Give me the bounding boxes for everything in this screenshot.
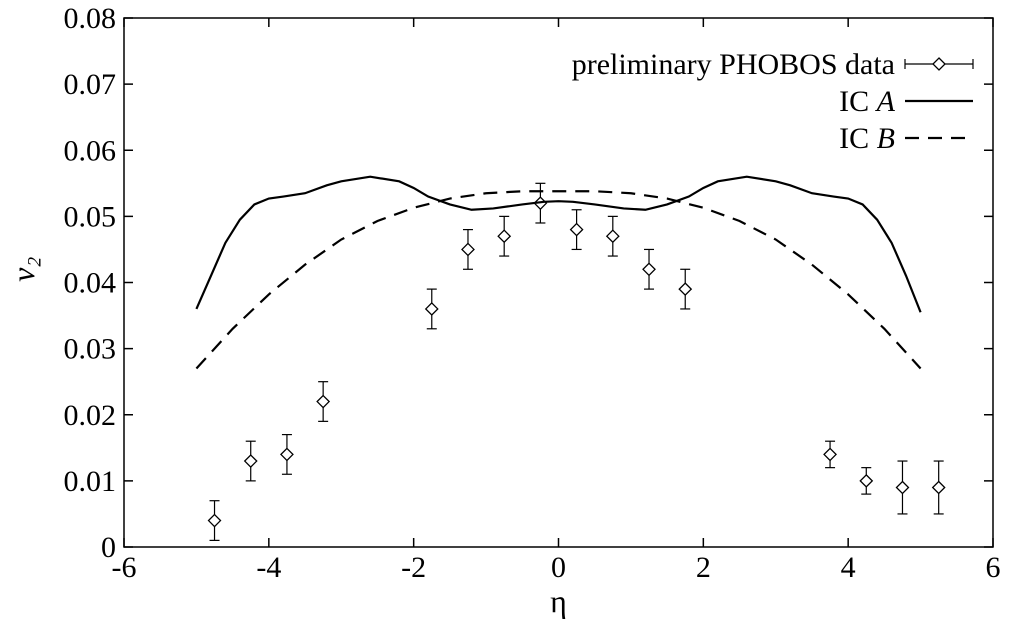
y-tick-label: 0 xyxy=(101,531,116,564)
y-tick-label: 0.07 xyxy=(64,68,117,101)
y-tick-label: 0.04 xyxy=(64,267,117,300)
data-point xyxy=(605,215,620,257)
data-point xyxy=(823,440,837,469)
legend-label: IC B xyxy=(839,122,895,155)
x-tick-label: 4 xyxy=(841,551,856,584)
legend-label: preliminary PHOBOS data xyxy=(572,48,895,81)
data-point xyxy=(859,467,874,495)
data-point xyxy=(424,288,439,330)
plot-area xyxy=(195,175,946,541)
x-tick-label: 2 xyxy=(696,551,711,584)
y-tick-label: 0.05 xyxy=(64,200,117,233)
y-tick-label: 0.02 xyxy=(64,399,117,432)
y-tick-label: 0.03 xyxy=(64,333,117,366)
ic-a-line xyxy=(195,175,922,313)
y-axis-label: v₂ xyxy=(5,257,41,282)
x-tick-label: 0 xyxy=(551,551,566,584)
data-point xyxy=(207,500,222,541)
data-point xyxy=(497,215,512,257)
data-point xyxy=(280,433,294,475)
data-point xyxy=(895,460,910,515)
y-tick-label: 0.06 xyxy=(64,134,117,167)
data-point xyxy=(678,268,693,310)
y-tick-label: 0.08 xyxy=(64,2,117,35)
legend-item: IC B xyxy=(839,122,973,155)
x-axis-label: η xyxy=(550,583,567,619)
axes: -6 -4 -2 0 2 4 6 0 0.01 0.02 0.03 0.04 0.05 0.06 0.07 0… xyxy=(5,2,1001,619)
legend: preliminary PHOBOS data IC A IC B xyxy=(572,48,974,155)
legend-item: IC A xyxy=(839,85,973,118)
data-point xyxy=(316,381,331,422)
x-tick-label: -4 xyxy=(256,551,281,584)
legend-item: preliminary PHOBOS data xyxy=(572,48,974,81)
data-point xyxy=(931,460,946,515)
data-point xyxy=(461,229,475,270)
legend-label: IC A xyxy=(839,85,896,118)
x-tick-label: -2 xyxy=(401,551,426,584)
x-tick-label: 6 xyxy=(986,551,1001,584)
ic-b-line xyxy=(195,190,922,370)
y-tick-label: 0.01 xyxy=(64,465,117,498)
data-point xyxy=(243,440,258,482)
data-point xyxy=(569,209,584,251)
legend-marker xyxy=(932,57,946,71)
x-tick-label: -6 xyxy=(112,551,137,584)
data-point xyxy=(642,248,656,290)
